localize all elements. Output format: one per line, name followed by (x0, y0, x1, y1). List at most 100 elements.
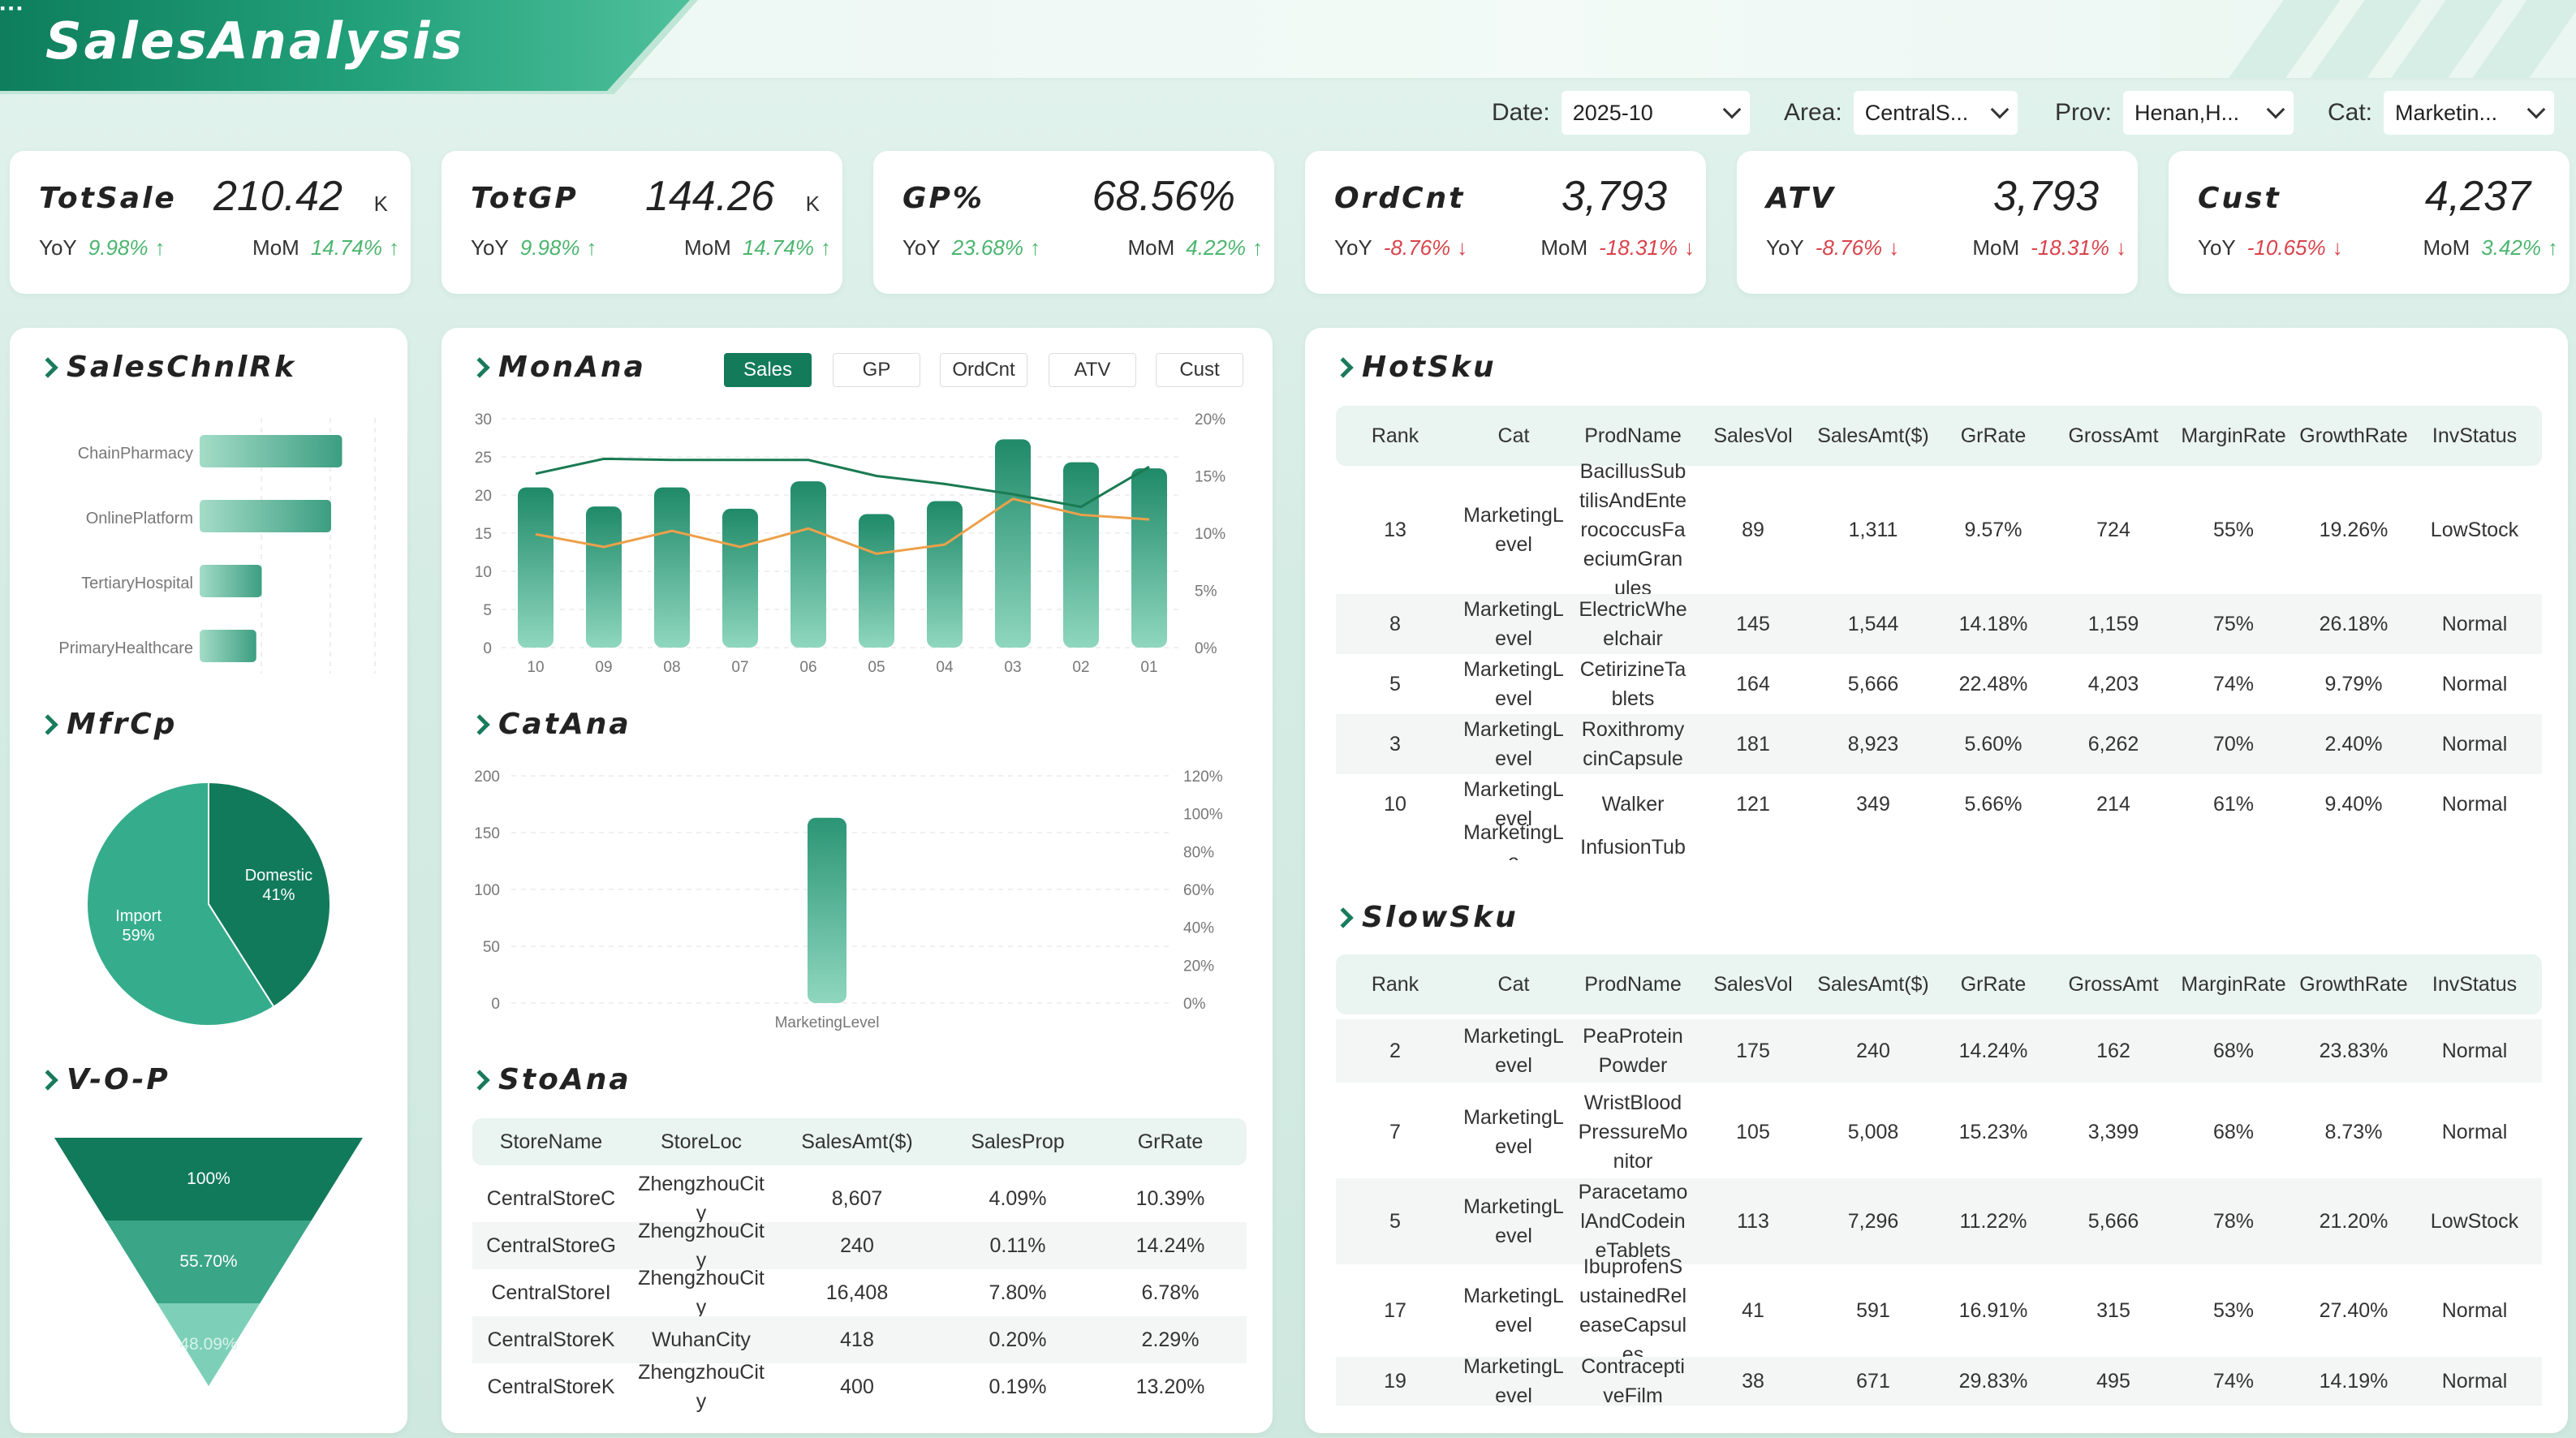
arrow-down-icon: ↓ (2116, 235, 2126, 260)
mom-value: 4.22% (1186, 235, 1246, 260)
tab-gp[interactable]: GP (833, 353, 920, 387)
table-cell: 5 (1389, 673, 1401, 695)
filter-label: Prov: (2055, 99, 2113, 126)
column-header[interactable]: InvStatus (2432, 424, 2518, 447)
hot-sku-table: Rank Cat ProdName SalesVol SalesAmt($) GrRate… (1336, 406, 2542, 860)
table-cell: 21.20% (2319, 1210, 2389, 1233)
table-row[interactable]: MarketingLe InfusionTub (1336, 821, 2542, 860)
table-cell: BacillusSubtilisAndEnterococcusFaeciumGr… (1579, 460, 1687, 600)
tab-atv[interactable]: ATV (1049, 353, 1136, 387)
table-row[interactable]: 5 MarketingLevel ParacetamolAndCodeineTabl… (1336, 1178, 2542, 1264)
table-cell: MarketingLevel (1463, 598, 1564, 650)
column-header[interactable]: ProdName (1584, 424, 1682, 447)
table-row[interactable]: 19 MarketingLevel ContraceptiveFilm 38 671 29… (1336, 1355, 2542, 1406)
column-header[interactable]: SalesVol (1713, 973, 1793, 996)
month-bar (1063, 462, 1099, 648)
table-cell: MarketingLe (1463, 821, 1564, 860)
channel-bar (200, 565, 262, 597)
table-cell: RoxithromycinCapsule (1581, 718, 1685, 770)
table-row[interactable]: 7 MarketingLevel WristBloodPressureMonitor… (1336, 1087, 2542, 1177)
y-tick: 15 (475, 526, 492, 543)
column-header[interactable]: SalesAmt($) (1817, 973, 1929, 996)
table-cell: 0.11% (989, 1234, 1046, 1257)
table-row[interactable]: 3 MarketingLevel RoxithromycinCapsule 181 8,… (1336, 714, 2542, 774)
column-header[interactable]: Cat (1497, 424, 1530, 447)
column-header[interactable]: GrRate (1960, 424, 2027, 447)
table-row[interactable]: 2 MarketingLevel PeaProteinPowder 175 240 14.… (1336, 1019, 2542, 1083)
yoy-value: -8.76% (1815, 235, 1883, 260)
funnel-chart: 100% 55.70% 48.09% (54, 1138, 363, 1386)
tab-cust[interactable]: Cust (1156, 353, 1243, 387)
column-header[interactable]: StoreName (499, 1130, 603, 1153)
table-row[interactable]: CentralStoreK WuhanCity 418 0.20% 2.29% (472, 1316, 1247, 1363)
table-cell: 671 (1856, 1370, 1890, 1393)
column-header[interactable]: ProdName (1584, 973, 1682, 996)
y-tick: 0 (491, 996, 500, 1013)
column-header[interactable]: MarginRate (2181, 973, 2286, 996)
table-cell: 14.19% (2319, 1370, 2389, 1393)
tab-ordcnt[interactable]: OrdCnt (940, 353, 1027, 387)
x-tick: 01 (1140, 659, 1157, 676)
chevron-right-icon (469, 1069, 490, 1091)
table-cell: 9.40% (2324, 793, 2383, 816)
table-row[interactable]: 8 MarketingLevel ElectricWheelchair 145 1,54… (1336, 594, 2542, 654)
table-row[interactable]: 13 MarketingLevel BacillusSubtilisAndEnter… (1336, 460, 2542, 600)
section-title-hot-sku: HotSku (1333, 351, 1497, 384)
table-cell: 105 (1736, 1121, 1770, 1143)
table-cell: 27.40% (2319, 1299, 2389, 1322)
column-header[interactable]: GrRate (1960, 973, 2027, 996)
column-header[interactable]: MarginRate (2181, 424, 2286, 447)
mom-value: 14.74% (310, 235, 382, 260)
section-title-text: MonAna (498, 351, 646, 384)
table-row[interactable]: CentralStoreK ZhengzhouCity 400 0.19% 13.20% (472, 1361, 1247, 1413)
y2-tick: 15% (1195, 469, 1226, 486)
y2-tick: 100% (1183, 807, 1223, 824)
kpi-card: OrdCnt 3,793 YoY -8.76% ↓ MoM -18.31% ↓ (1305, 151, 1706, 294)
table-row[interactable]: 17 MarketingLevel IbuprofenSustainedReleas… (1336, 1255, 2542, 1366)
section-title-sales-channel: SalesChnlRk (37, 351, 296, 384)
column-header[interactable]: GrossAmt (2068, 424, 2159, 447)
column-header[interactable]: SalesVol (1713, 424, 1793, 447)
table-cell: 8.73% (2324, 1121, 2383, 1143)
column-header[interactable]: Rank (1371, 973, 1419, 996)
date-select[interactable]: 2025-10 (1561, 91, 1750, 135)
table-row[interactable]: CentralStoreC ZhengzhouCity 8,607 4.09% 10.3… (472, 1173, 1247, 1225)
column-header[interactable]: GrossAmt (2068, 973, 2159, 996)
kpi-mom: MoM -18.31% ↓ (1972, 235, 2126, 260)
column-header[interactable]: GrowthRate (2299, 973, 2408, 996)
category-select[interactable]: Marketin... (2384, 91, 2555, 135)
column-header[interactable]: GrRate (1137, 1130, 1204, 1153)
table-cell: Normal (2441, 733, 2508, 756)
area-select[interactable]: CentralS... (1853, 91, 2018, 135)
table-row[interactable]: CentralStoreI ZhengzhouCity 16,408 7.80% 6.7… (472, 1267, 1247, 1319)
column-header[interactable]: SalesAmt($) (1817, 424, 1929, 447)
table-row[interactable]: 10 MarketingLevel Walker 121 349 5.66% 214 61% 9… (1336, 774, 2542, 834)
table-row[interactable]: CentralStoreG ZhengzhouCity 240 0.11% 14.24% (472, 1220, 1247, 1272)
month-bar (790, 481, 826, 648)
table-cell: 8,607 (831, 1187, 883, 1210)
column-header[interactable]: SalesProp (971, 1130, 1065, 1153)
table-cell: 10.39% (1135, 1187, 1205, 1210)
table-cell: WuhanCity (652, 1328, 751, 1351)
month-bar (927, 501, 963, 648)
yoy-value: 9.98% (88, 235, 149, 260)
column-header[interactable]: GrowthRate (2299, 424, 2408, 447)
table-cell: LowStock (2430, 1210, 2519, 1233)
column-header[interactable]: Rank (1371, 424, 1419, 447)
y-tick: 200 (474, 769, 500, 786)
y-tick: 5 (483, 602, 492, 619)
kpi-mom: MoM 3.42% ↑ (2423, 235, 2558, 260)
column-header[interactable]: InvStatus (2432, 973, 2518, 996)
column-header[interactable]: SalesAmt($) (801, 1130, 913, 1153)
table-cell: 7,296 (1847, 1210, 1899, 1233)
select-value: Henan,H... (2134, 100, 2240, 125)
funnel-label: 100% (187, 1169, 230, 1188)
kpi-mom: MoM 14.74% ↑ (252, 235, 399, 260)
province-select[interactable]: Henan,H... (2123, 91, 2294, 135)
tab-sales[interactable]: Sales (724, 353, 812, 387)
x-tick: 09 (595, 659, 612, 676)
column-header[interactable]: Cat (1497, 973, 1530, 996)
chevron-down-icon (2266, 100, 2285, 119)
table-row[interactable]: 5 MarketingLevel CetirizineTablets 164 5,666… (1336, 654, 2542, 714)
column-header[interactable]: StoreLoc (660, 1130, 743, 1153)
